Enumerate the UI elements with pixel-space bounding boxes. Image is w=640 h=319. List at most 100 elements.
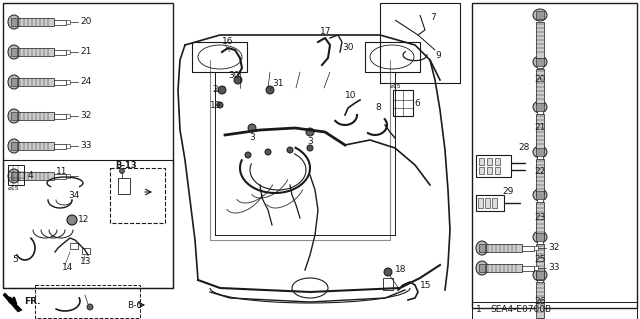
Text: 19: 19 <box>210 100 221 109</box>
Text: 28: 28 <box>518 144 529 152</box>
Ellipse shape <box>266 86 274 94</box>
Bar <box>18 48 54 56</box>
Bar <box>534 266 538 270</box>
Ellipse shape <box>533 9 547 21</box>
Bar <box>118 178 130 194</box>
Bar <box>8 165 24 185</box>
Text: 1: 1 <box>476 306 482 315</box>
Bar <box>54 144 66 149</box>
Bar <box>393 90 413 116</box>
Ellipse shape <box>8 169 20 183</box>
Bar <box>479 167 484 174</box>
Bar <box>54 174 66 179</box>
Text: 14: 14 <box>62 263 74 272</box>
Text: 33: 33 <box>548 263 559 272</box>
Bar <box>18 142 54 150</box>
Bar <box>537 318 543 319</box>
Bar <box>536 159 544 195</box>
Text: 8: 8 <box>375 103 381 113</box>
Bar <box>479 158 484 165</box>
Bar <box>536 103 544 111</box>
Ellipse shape <box>533 189 547 201</box>
Text: 2: 2 <box>212 85 218 94</box>
Bar <box>537 195 543 205</box>
Text: 25: 25 <box>534 256 546 264</box>
Ellipse shape <box>306 128 314 136</box>
Bar <box>537 150 543 160</box>
Bar <box>537 105 543 115</box>
Bar <box>492 198 497 208</box>
Ellipse shape <box>120 168 125 174</box>
Text: B-13: B-13 <box>115 160 136 169</box>
Text: 16: 16 <box>222 38 234 47</box>
Text: 31: 31 <box>272 78 284 87</box>
Text: 9: 9 <box>435 50 441 60</box>
Bar <box>537 238 543 248</box>
Text: B-6: B-6 <box>127 300 142 309</box>
Bar <box>11 172 17 180</box>
Bar <box>538 205 542 209</box>
Text: 32: 32 <box>548 243 559 253</box>
Text: 21: 21 <box>80 48 92 56</box>
Bar <box>66 20 70 24</box>
Bar <box>476 155 511 177</box>
Text: 13: 13 <box>80 257 92 266</box>
Text: 30: 30 <box>228 70 239 79</box>
Bar <box>54 114 66 118</box>
Text: FR.: FR. <box>24 298 40 307</box>
Bar <box>536 244 544 280</box>
Bar <box>192 42 247 72</box>
Ellipse shape <box>198 45 242 69</box>
Bar <box>66 50 70 54</box>
Text: 26: 26 <box>534 298 546 307</box>
Bar <box>536 114 544 150</box>
Bar <box>536 282 544 318</box>
Bar <box>538 160 542 164</box>
Ellipse shape <box>8 15 20 29</box>
Bar <box>11 142 17 150</box>
Bar <box>536 271 544 279</box>
Bar <box>495 167 500 174</box>
Text: 6: 6 <box>414 99 420 108</box>
Bar <box>11 112 17 120</box>
Bar <box>476 195 504 211</box>
Text: 33: 33 <box>80 142 92 151</box>
Bar <box>383 278 393 290</box>
Bar <box>536 11 544 19</box>
Ellipse shape <box>218 86 226 94</box>
Bar <box>538 248 542 252</box>
Bar <box>485 198 490 208</box>
Ellipse shape <box>292 278 328 298</box>
Text: 18: 18 <box>395 265 406 275</box>
Text: 12: 12 <box>78 216 90 225</box>
Text: 34: 34 <box>68 191 79 201</box>
Bar <box>82 248 90 254</box>
Bar <box>538 68 542 72</box>
Bar <box>70 243 78 249</box>
Bar <box>110 168 165 223</box>
Ellipse shape <box>287 147 293 153</box>
Text: 20: 20 <box>534 76 546 85</box>
Bar <box>18 18 54 26</box>
Bar <box>54 19 66 25</box>
Text: 20: 20 <box>80 18 92 26</box>
Text: 29: 29 <box>502 188 513 197</box>
Bar <box>472 302 637 319</box>
Text: 22: 22 <box>534 167 546 176</box>
Bar <box>66 174 70 178</box>
Bar <box>479 244 485 252</box>
Bar <box>537 280 543 290</box>
Bar <box>522 265 534 271</box>
Text: ø15: ø15 <box>390 84 402 88</box>
Bar <box>495 158 500 165</box>
Bar <box>478 198 483 208</box>
Bar <box>18 172 54 180</box>
Bar <box>536 69 544 105</box>
Bar <box>365 42 420 72</box>
Bar <box>537 58 543 68</box>
Bar <box>66 144 70 148</box>
Ellipse shape <box>370 45 414 69</box>
Ellipse shape <box>245 152 251 158</box>
Bar <box>536 202 544 238</box>
Ellipse shape <box>87 304 93 310</box>
